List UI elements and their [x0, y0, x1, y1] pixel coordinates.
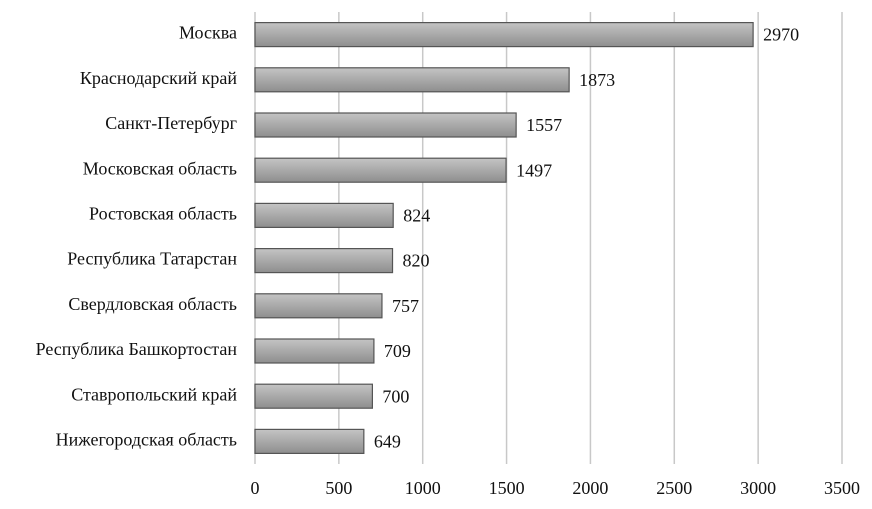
- x-tick-label: 2000: [572, 478, 608, 498]
- bar: [254, 293, 383, 319]
- bar: [254, 383, 374, 409]
- data-label: 820: [403, 251, 430, 271]
- data-label: 1497: [516, 160, 552, 180]
- bar: [254, 202, 394, 228]
- y-tick-label: Нижегородская область: [56, 430, 237, 450]
- x-tick-label: 3000: [740, 478, 776, 498]
- data-label: 2970: [763, 25, 799, 45]
- y-tick-label: Санкт-Петербург: [105, 113, 237, 133]
- y-tick-label: Ставропольский край: [71, 384, 237, 404]
- x-tick-label: 2500: [656, 478, 692, 498]
- y-tick-label: Свердловская область: [68, 294, 237, 314]
- bar: [254, 67, 570, 93]
- x-tick-label: 0: [251, 478, 260, 498]
- data-label: 1873: [579, 70, 615, 90]
- y-tick-label: Краснодарский край: [80, 68, 237, 88]
- bar: [254, 22, 754, 48]
- data-label: 709: [384, 341, 411, 361]
- bar: [254, 248, 394, 274]
- bar: [254, 157, 507, 183]
- x-tick-label: 1000: [405, 478, 441, 498]
- y-tick-label: Республика Татарстан: [67, 249, 237, 269]
- data-label: 757: [392, 296, 419, 316]
- y-tick-label: Московская область: [83, 158, 237, 178]
- bar: [254, 112, 517, 138]
- x-tick-label: 500: [325, 478, 352, 498]
- data-label: 824: [403, 206, 430, 226]
- y-tick-label: Москва: [179, 23, 237, 43]
- y-tick-label: Республика Башкортостан: [36, 339, 238, 359]
- y-tick-label: Ростовская область: [89, 204, 237, 224]
- data-label: 649: [374, 432, 401, 452]
- data-label: 1557: [526, 115, 562, 135]
- data-label: 700: [382, 386, 409, 406]
- x-tick-label: 1500: [489, 478, 525, 498]
- bar: [254, 338, 375, 364]
- x-tick-label: 3500: [824, 478, 860, 498]
- bar: [254, 428, 365, 454]
